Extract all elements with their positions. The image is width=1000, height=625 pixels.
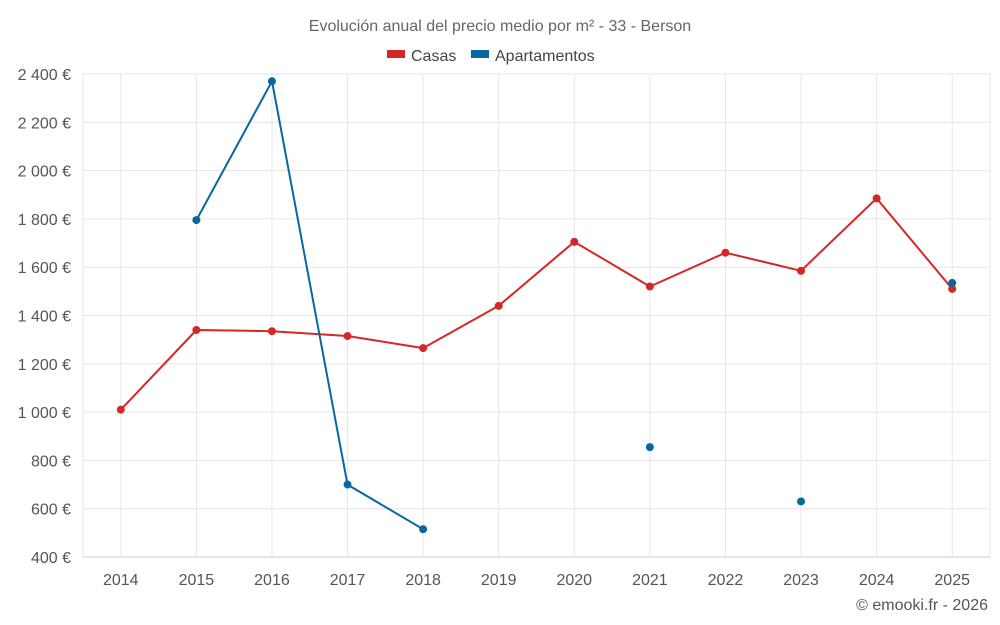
legend-swatch-apartamentos: [471, 50, 489, 58]
data-point-apartamentos-2025[interactable]: [948, 278, 957, 287]
data-point-casas-2020[interactable]: [570, 237, 579, 246]
legend-item-casas[interactable]: Casas: [387, 48, 456, 65]
legend-item-apartamentos[interactable]: Apartamentos: [471, 48, 595, 65]
x-tick-label: 2015: [179, 572, 215, 589]
x-tick-label: 2019: [481, 572, 517, 589]
series-line-casas: [120, 197, 953, 411]
y-tick-label: 2 400 €: [18, 67, 71, 84]
x-tick-label: 2021: [632, 572, 668, 589]
x-tick-label: 2014: [103, 572, 139, 589]
legend-label-casas: Casas: [411, 48, 456, 65]
chart-title: Evolución anual del precio medio por m² …: [309, 18, 691, 35]
y-tick-label: 2 200 €: [18, 115, 71, 132]
y-tick-label: 800 €: [31, 453, 71, 470]
data-point-casas-2023[interactable]: [797, 266, 806, 275]
data-point-casas-2019[interactable]: [494, 301, 503, 310]
data-point-casas-2015[interactable]: [192, 325, 201, 334]
data-point-apartamentos-2015[interactable]: [192, 216, 201, 225]
x-tick-label: 2024: [859, 572, 895, 589]
data-point-apartamentos-2017[interactable]: [343, 480, 352, 489]
legend-swatch-casas: [387, 50, 405, 58]
data-point-casas-2021[interactable]: [645, 282, 654, 291]
legend: Casas Apartamentos: [387, 48, 595, 65]
data-point-casas-2025[interactable]: [948, 284, 957, 293]
x-tick-label: 2023: [783, 572, 819, 589]
y-tick-label: 1 000 €: [18, 405, 71, 422]
y-tick-label: 1 600 €: [18, 260, 71, 277]
x-tick-label: 2022: [708, 572, 744, 589]
data-point-casas-2014[interactable]: [116, 405, 125, 414]
data-point-casas-2024[interactable]: [872, 194, 881, 203]
x-tick-label: 2017: [330, 572, 366, 589]
axes: 400 € 600 € 800 € 1 000 € 1 200 € 1 400 € 1 60…: [18, 67, 990, 589]
y-tick-label: 400 €: [31, 550, 71, 567]
data-point-apartamentos-2023[interactable]: [797, 497, 806, 506]
data-point-casas-2017[interactable]: [343, 332, 352, 341]
series-line-apartamentos: [195, 80, 424, 531]
data-point-apartamentos-2021[interactable]: [645, 443, 654, 452]
x-tick-label: 2018: [405, 572, 441, 589]
data-point-casas-2016[interactable]: [267, 327, 276, 336]
x-tick-label: 2016: [254, 572, 290, 589]
data-point-apartamentos-2018[interactable]: [419, 525, 428, 534]
data-point-casas-2022[interactable]: [721, 248, 730, 257]
series-casas: [116, 194, 957, 414]
data-point-apartamentos-2016[interactable]: [267, 77, 276, 86]
credit-text: © emooki.fr - 2026: [856, 597, 988, 614]
series-layer: [116, 77, 957, 534]
y-tick-label: 1 800 €: [18, 212, 71, 229]
y-tick-label: 1 400 €: [18, 309, 71, 326]
legend-label-apartamentos: Apartamentos: [495, 48, 595, 65]
data-point-casas-2018[interactable]: [419, 344, 428, 353]
y-tick-label: 2 000 €: [18, 164, 71, 181]
y-tick-label: 1 200 €: [18, 357, 71, 374]
y-tick-label: 600 €: [31, 502, 71, 519]
series-apartamentos: [192, 77, 957, 534]
grid: [82, 73, 991, 558]
x-tick-label: 2025: [934, 572, 970, 589]
x-tick-label: 2020: [556, 572, 592, 589]
